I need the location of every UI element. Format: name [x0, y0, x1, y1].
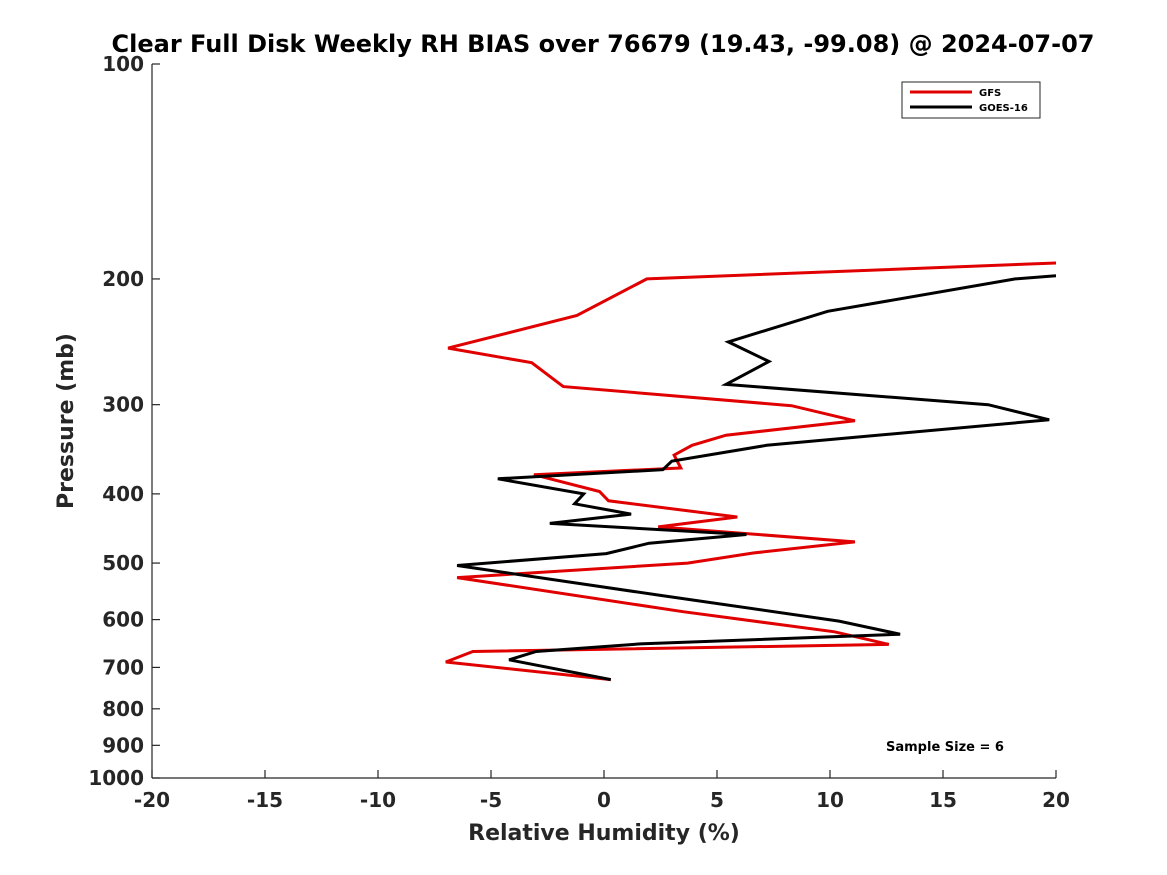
- chart-title: Clear Full Disk Weekly RH BIAS over 7667…: [112, 30, 1095, 58]
- y-axis-label: Pressure (mb): [54, 333, 79, 509]
- y-tick-label: 300: [102, 393, 144, 417]
- series-line-gfs: [445, 261, 1056, 682]
- series-line-goes-16: [456, 274, 1056, 682]
- plot-axes: -20 -15 -10 -5 0 5 10 15 20 100 200 300 400 500 600 700…: [88, 52, 1070, 812]
- y-tick-label: 600: [102, 608, 144, 632]
- x-tick-label: -20: [134, 788, 170, 812]
- legend: GFS GOES-16: [901, 81, 1041, 119]
- y-tick-label: 500: [102, 551, 144, 575]
- x-axis-label: Relative Humidity (%): [468, 821, 740, 846]
- x-tick-label: 5: [710, 788, 724, 812]
- y-tick-label: 1000: [88, 766, 144, 790]
- y-tick-label: 400: [102, 482, 144, 506]
- x-tick-label: -15: [247, 788, 283, 812]
- legend-entry-label: GFS: [979, 88, 1001, 99]
- legend-box: [901, 81, 1041, 119]
- y-tick-label: 900: [102, 733, 144, 757]
- sample-size-annotation: Sample Size = 6: [886, 740, 1004, 755]
- series-layer: [445, 261, 1056, 682]
- x-tick-label: 0: [597, 788, 611, 812]
- legend-entry-label: GOES-16: [979, 103, 1028, 114]
- x-tick-label: 10: [816, 788, 844, 812]
- x-tick-label: 20: [1042, 788, 1070, 812]
- y-tick-label: 100: [102, 52, 144, 76]
- y-tick-label: 700: [102, 655, 144, 679]
- x-tick-label: -5: [480, 788, 502, 812]
- y-tick-label: 800: [102, 697, 144, 721]
- x-tick-label: -10: [360, 788, 396, 812]
- x-tick-label: 15: [929, 788, 957, 812]
- y-tick-label: 200: [102, 267, 144, 291]
